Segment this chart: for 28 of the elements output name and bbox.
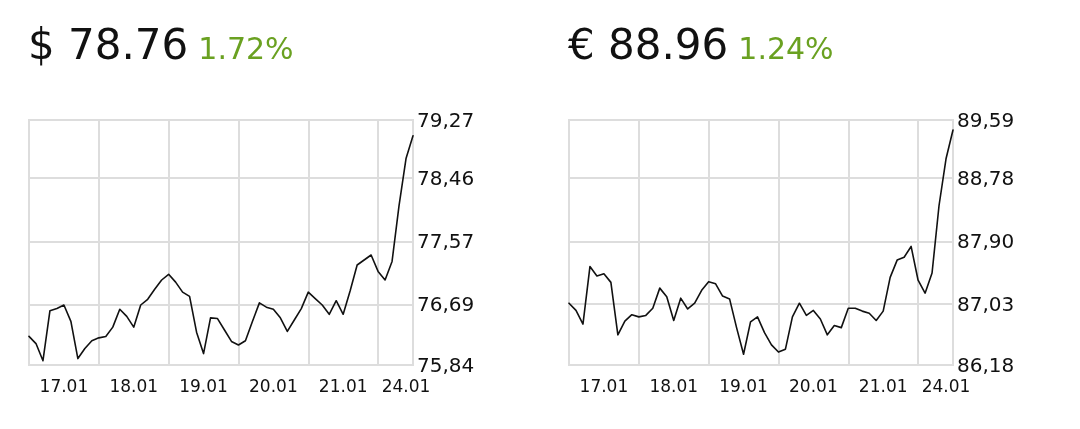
- chart-subtitle: 1.24%: [738, 31, 834, 66]
- y-tick-label: 75,84: [417, 353, 475, 377]
- y-tick-label: 79,27: [417, 108, 475, 132]
- y-tick-label: 88,78: [957, 166, 1015, 191]
- x-tick-label: 17.01: [39, 375, 89, 396]
- x-tick-label: 21.01: [318, 375, 368, 396]
- y-tick-label: 87,90: [957, 229, 1015, 254]
- x-tick-label: 19.01: [719, 375, 768, 396]
- y-tick-label: 77,57: [417, 229, 475, 254]
- x-tick-label: 20.01: [789, 375, 838, 396]
- x-tick-label: 24.01: [381, 375, 431, 396]
- x-tick-label: 17.01: [579, 375, 629, 396]
- y-tick-label: 87,03: [957, 291, 1015, 316]
- y-tick-label: 86,18: [957, 353, 1015, 377]
- x-tick-label: 19.01: [179, 375, 228, 396]
- x-tick-label: 18.01: [649, 375, 699, 396]
- x-tick-label: 20.01: [249, 375, 298, 396]
- line-series: [28, 134, 414, 362]
- x-tick-label: 21.01: [858, 375, 908, 396]
- x-tick-label: 24.01: [921, 375, 971, 396]
- y-tick-label: 78,46: [417, 165, 475, 190]
- y-tick-label: 76,69: [417, 292, 475, 317]
- chart-title: € 88.96: [568, 20, 729, 69]
- y-tick-label: 89,59: [957, 108, 1015, 132]
- chart-subtitle: 1.72%: [198, 31, 294, 66]
- line-series: [568, 129, 954, 356]
- chart-title: $ 78.76: [28, 20, 189, 69]
- x-tick-label: 18.01: [109, 375, 159, 396]
